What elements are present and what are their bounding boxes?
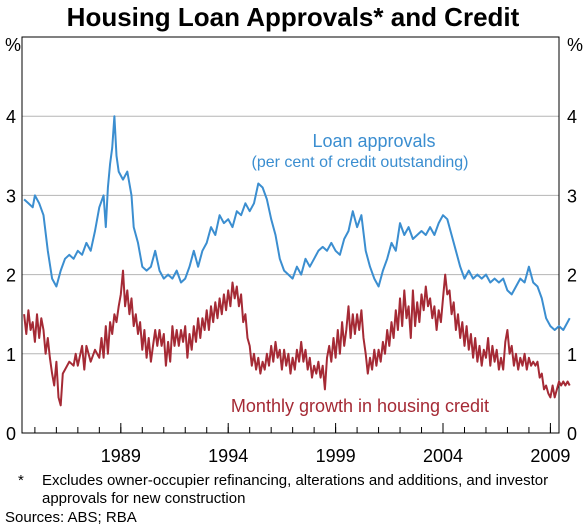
y-tick-right-0: 0	[567, 424, 577, 444]
y-tick-right-3: 3	[567, 186, 577, 206]
y-tick-right-1: 1	[567, 345, 577, 365]
y-tick-right-4: 4	[567, 107, 577, 127]
y-tick-right-2: 2	[567, 266, 577, 286]
x-axis: 1989 1994 1999 2004 2009	[34, 423, 570, 466]
footnote-text: Excludes owner-occupier refinancing, alt…	[42, 472, 549, 507]
right-unit-label: %	[567, 35, 583, 55]
plot-frame	[21, 36, 560, 434]
sources: Sources: ABS; RBA	[5, 509, 137, 526]
x-tick-label-1989: 1989	[101, 446, 141, 466]
x-tick-label-1999: 1999	[316, 446, 356, 466]
x-tick-label-2004: 2004	[423, 446, 463, 466]
footnote: * Excludes owner-occupier refinancing, a…	[18, 472, 562, 508]
housing-credit-line	[23, 269, 571, 407]
footnote-marker: *	[18, 472, 24, 489]
y-tick-left-1: 1	[6, 345, 16, 365]
loan-approvals-label: Loan approvals	[312, 131, 435, 151]
y-tick-left-4: 4	[6, 107, 16, 127]
loan-approvals-line	[23, 115, 571, 331]
left-unit-label: %	[5, 35, 21, 55]
chart-title: Housing Loan Approvals* and Credit	[66, 2, 520, 32]
y-tick-left-0: 0	[6, 424, 16, 444]
series-lines	[23, 115, 571, 407]
loan-approvals-sublabel: (per cent of credit outstanding)	[251, 154, 468, 171]
y-axis: 0 0 1 1 2 2 3 3 4 4	[6, 107, 577, 444]
x-tick-label-1994: 1994	[208, 446, 248, 466]
y-tick-left-2: 2	[6, 266, 16, 286]
housing-credit-label: Monthly growth in housing credit	[231, 396, 489, 416]
gridlines	[22, 115, 559, 355]
x-tick-label-2009: 2009	[530, 446, 570, 466]
y-tick-left-3: 3	[6, 186, 16, 206]
